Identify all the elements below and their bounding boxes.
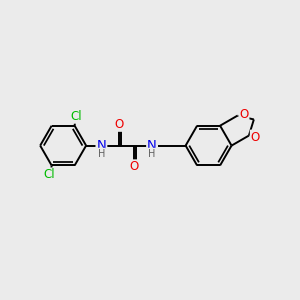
Text: Cl: Cl bbox=[44, 168, 55, 182]
Text: O: O bbox=[130, 160, 139, 173]
Text: Cl: Cl bbox=[70, 110, 82, 123]
Text: O: O bbox=[239, 108, 248, 121]
Text: O: O bbox=[115, 118, 124, 131]
Text: N: N bbox=[97, 139, 106, 152]
Text: H: H bbox=[98, 148, 105, 158]
Text: H: H bbox=[148, 148, 156, 158]
Text: O: O bbox=[251, 130, 260, 143]
Text: N: N bbox=[147, 139, 157, 152]
